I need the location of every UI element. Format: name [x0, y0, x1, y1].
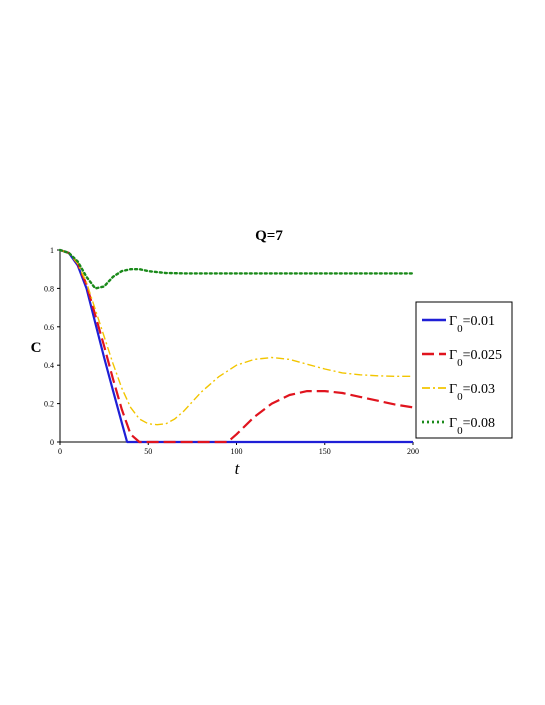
x-tick-label: 200	[407, 447, 419, 456]
series-line-2	[59, 249, 413, 426]
legend-frame	[415, 301, 513, 439]
x-tick-label: 0	[58, 447, 62, 456]
legend-label-0: Γ0=0.01	[449, 314, 495, 335]
legend-label-2: Γ0=0.03	[449, 382, 495, 403]
axes: 0 50 100 150 200 0 0.2 0.4 0.6 0.8 1	[44, 246, 419, 456]
x-tick-label: 50	[144, 447, 152, 456]
y-tick-label: 0.6	[44, 323, 54, 332]
chart-title: Q=7	[255, 228, 283, 244]
series-line-0	[59, 248, 413, 444]
y-axis-label: C	[31, 340, 42, 356]
legend-label-3: Γ0=0.08	[449, 416, 495, 437]
x-axis-label: t	[235, 459, 241, 478]
y-tick-label: 0.8	[44, 284, 54, 293]
legend-label-1: Γ0=0.025	[449, 348, 502, 369]
legend: Γ0=0.01 Γ0=0.025 Γ0=0.03 Γ0=0.08	[415, 301, 513, 439]
y-tick-label: 1	[50, 246, 54, 255]
series-line-3	[58, 248, 415, 290]
plot-area	[58, 248, 415, 444]
x-tick-label: 100	[231, 447, 243, 456]
x-tick-label: 150	[319, 447, 331, 456]
y-tick-label: 0.4	[44, 361, 54, 370]
y-tick-label: 0	[50, 438, 54, 447]
y-tick-label: 0.2	[44, 400, 54, 409]
series-line-1	[59, 248, 414, 444]
